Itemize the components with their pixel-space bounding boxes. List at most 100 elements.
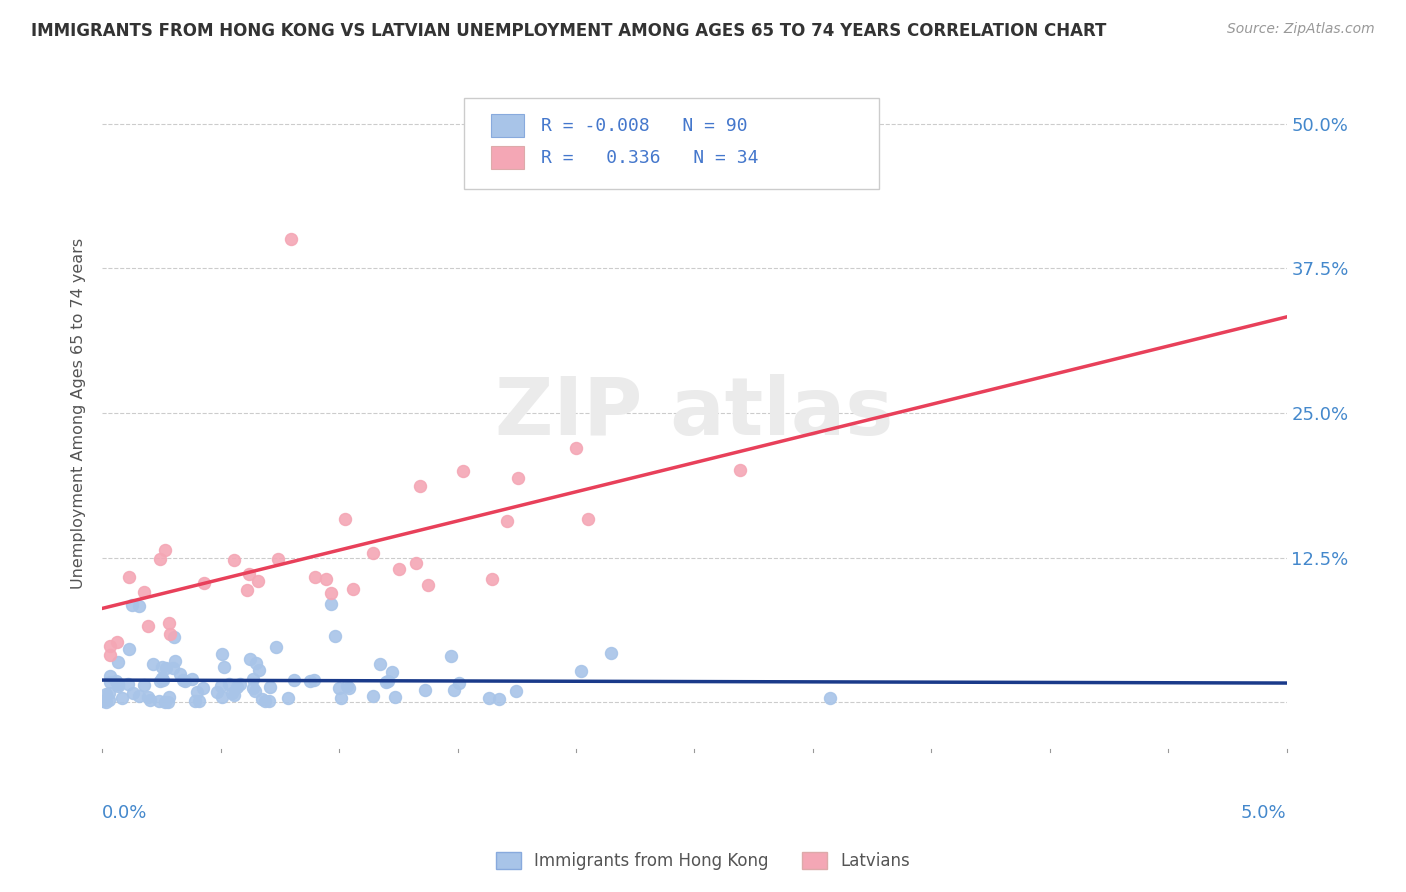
Point: [94, 686, 117, 700]
Point: [321, 597, 343, 611]
Point: [118, 641, 141, 656]
Point: [277, 690, 299, 705]
Point: [728, 463, 751, 477]
Point: [384, 690, 406, 705]
Point: [156, 695, 179, 709]
Point: [377, 674, 399, 689]
Point: [304, 673, 326, 687]
Point: [249, 663, 271, 677]
Point: [319, 586, 342, 600]
Point: [91, 693, 114, 707]
Point: [118, 570, 141, 584]
Point: [163, 630, 186, 644]
Point: [254, 694, 277, 708]
Point: [245, 657, 267, 671]
Point: [117, 677, 139, 691]
Point: [299, 674, 322, 689]
Point: [186, 685, 208, 699]
Point: [236, 582, 259, 597]
Point: [247, 574, 270, 589]
Point: [478, 690, 501, 705]
Point: [187, 694, 209, 708]
Point: [96, 695, 118, 709]
Point: [409, 479, 432, 493]
Point: [496, 514, 519, 528]
Point: [820, 691, 842, 706]
Point: [107, 679, 129, 693]
Point: [328, 681, 350, 695]
Point: [443, 683, 465, 698]
Point: [257, 693, 280, 707]
Point: [368, 657, 391, 671]
Point: [162, 660, 184, 674]
Point: [180, 672, 202, 686]
Point: [221, 686, 243, 700]
Point: [205, 685, 228, 699]
Text: IMMIGRANTS FROM HONG KONG VS LATVIAN UNEMPLOYMENT AMONG AGES 65 TO 74 YEARS CORR: IMMIGRANTS FROM HONG KONG VS LATVIAN UNE…: [31, 22, 1107, 40]
Point: [134, 585, 156, 599]
Point: [211, 648, 233, 662]
Point: [333, 511, 356, 525]
Point: [184, 694, 207, 708]
Point: [153, 543, 176, 558]
Point: [413, 683, 436, 698]
Point: [330, 690, 353, 705]
Point: [337, 681, 360, 695]
Point: [266, 640, 288, 654]
Text: Source: ZipAtlas.com: Source: ZipAtlas.com: [1227, 22, 1375, 37]
Point: [136, 690, 159, 705]
Text: 5.0%: 5.0%: [1241, 805, 1286, 822]
Point: [148, 694, 170, 708]
Point: [280, 232, 302, 246]
Point: [239, 652, 262, 666]
Legend: Immigrants from Hong Kong, Latvians: Immigrants from Hong Kong, Latvians: [489, 845, 917, 877]
Point: [136, 618, 159, 632]
Point: [98, 640, 121, 654]
Point: [238, 566, 260, 581]
Point: [481, 573, 503, 587]
Point: [159, 626, 181, 640]
Point: [193, 681, 215, 695]
Point: [173, 673, 195, 688]
Point: [506, 471, 529, 485]
Point: [153, 694, 176, 708]
Point: [363, 689, 385, 703]
Point: [267, 552, 290, 566]
Point: [150, 671, 173, 685]
Point: [416, 578, 439, 592]
Text: R =   0.336   N = 34: R = 0.336 N = 34: [541, 149, 759, 167]
Point: [97, 693, 120, 707]
Point: [211, 690, 233, 705]
Point: [451, 464, 474, 478]
Point: [152, 673, 174, 687]
Point: [259, 680, 281, 694]
Point: [98, 674, 121, 689]
Point: [98, 686, 121, 700]
Point: [388, 562, 411, 576]
Point: [150, 672, 173, 686]
Point: [374, 675, 396, 690]
Point: [209, 680, 232, 694]
Point: [250, 692, 273, 706]
Point: [222, 553, 245, 567]
Point: [304, 569, 326, 583]
Point: [128, 689, 150, 703]
Point: [381, 665, 404, 680]
Text: ZIP atlas: ZIP atlas: [495, 374, 894, 452]
Point: [149, 551, 172, 566]
Point: [149, 674, 172, 689]
Point: [336, 679, 359, 693]
Y-axis label: Unemployment Among Ages 65 to 74 years: Unemployment Among Ages 65 to 74 years: [72, 237, 86, 589]
Point: [440, 648, 463, 663]
Point: [155, 660, 177, 674]
Point: [165, 654, 187, 668]
Point: [242, 681, 264, 695]
Point: [214, 660, 236, 674]
Text: R = -0.008   N = 90: R = -0.008 N = 90: [541, 117, 748, 135]
Point: [342, 582, 364, 596]
Point: [121, 599, 143, 613]
Point: [172, 673, 194, 687]
Point: [134, 678, 156, 692]
Point: [111, 691, 134, 706]
Point: [243, 683, 266, 698]
